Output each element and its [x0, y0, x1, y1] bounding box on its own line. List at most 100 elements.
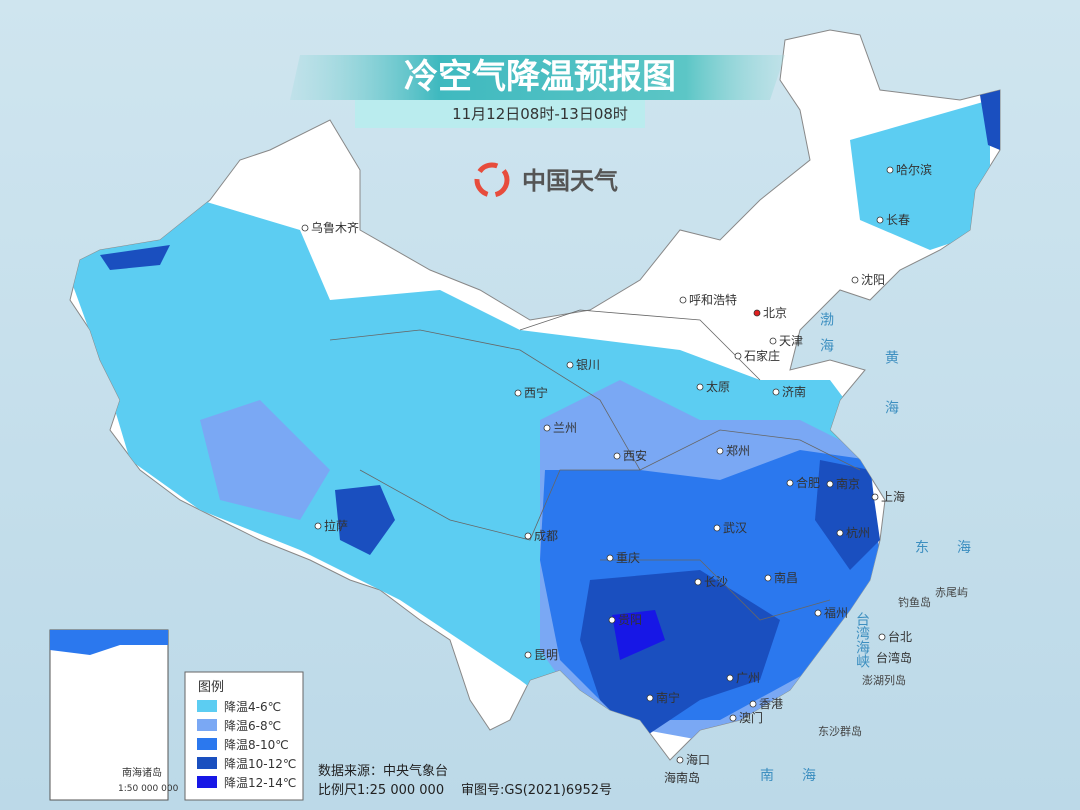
city-marker — [729, 714, 737, 722]
city-label: 北京 — [763, 306, 787, 320]
city-marker — [764, 574, 772, 582]
city-label: 成都 — [534, 529, 558, 543]
city-marker — [726, 674, 734, 682]
city-marker — [613, 452, 621, 460]
island-label: 赤尾屿 — [935, 586, 968, 599]
city-label: 杭州 — [846, 525, 870, 540]
city-marker — [749, 700, 757, 708]
city-label: 长春 — [886, 213, 910, 227]
city-marker — [676, 756, 684, 764]
legend-title: 图例 — [198, 680, 224, 695]
city-marker — [716, 447, 724, 455]
legend-label: 降温10-12℃ — [224, 757, 296, 771]
inset-label: 南海诸岛 — [122, 766, 162, 779]
city-label: 郑州 — [726, 443, 750, 458]
city-marker — [772, 388, 780, 396]
city-marker — [524, 532, 532, 540]
title: 冷空气降温预报图 — [404, 57, 676, 97]
city-label: 银川 — [576, 358, 600, 372]
subtitle: 11月12日08时-13日08时 — [452, 105, 628, 123]
city-marker — [713, 524, 721, 532]
province-borders — [329, 309, 861, 621]
city-marker — [679, 296, 687, 304]
legend-label: 降温4-6℃ — [224, 700, 281, 714]
city-label: 石家庄 — [744, 348, 780, 363]
city-marker — [566, 361, 574, 369]
city-label: 贵阳 — [618, 613, 642, 627]
city-label: 拉萨 — [324, 518, 348, 533]
city-label: 重庆 — [616, 551, 640, 565]
title-banner — [290, 55, 785, 100]
subtitle-band — [355, 100, 645, 128]
legend-label: 降温6-8℃ — [224, 719, 281, 733]
city-marker — [769, 337, 777, 345]
city-marker — [826, 480, 834, 488]
sea-label: 东海 — [915, 540, 999, 556]
city-label: 呼和浩特 — [689, 292, 737, 307]
legend-label: 降温8-10℃ — [224, 738, 289, 752]
city-label: 长沙 — [704, 575, 728, 589]
legend-swatch — [197, 776, 217, 788]
city-label: 天津 — [779, 334, 803, 348]
city-label: 香港 — [759, 697, 783, 711]
brand-logo — [474, 162, 510, 198]
city-marker — [694, 578, 702, 586]
city-label: 沈阳 — [861, 272, 885, 287]
city-label: 广州 — [736, 671, 760, 685]
city-marker — [886, 166, 894, 174]
legend-items: 降温4-6℃ 降温6-8℃ 降温8-10℃ 降温10-12℃ 降温12-14℃ — [197, 700, 296, 790]
sea-label: 南海 — [760, 768, 844, 784]
city-marker — [514, 389, 522, 397]
source: 数据来源：中央气象台 — [318, 763, 448, 779]
city-label: 福州 — [824, 605, 848, 620]
island-label: 东沙群岛 — [818, 724, 862, 738]
city-marker — [878, 633, 886, 641]
city-label: 西安 — [623, 448, 647, 463]
city-marker — [851, 276, 859, 284]
city-label: 哈尔滨 — [896, 162, 932, 177]
city-label: 兰州 — [553, 421, 577, 435]
city-label: 济南 — [782, 384, 806, 399]
city-label: 南京 — [836, 476, 860, 491]
legend-swatch — [197, 700, 217, 712]
city-marker — [606, 554, 614, 562]
city-marker — [814, 609, 822, 617]
city-label: 澳门 — [739, 710, 763, 725]
city-label: 武汉 — [723, 521, 747, 535]
sea-label: 渤海 — [818, 312, 834, 364]
city-marker — [314, 522, 322, 530]
places: 渤海 黄海 东海 南海 台湾海峡 赤尾屿 钓鱼岛 台湾岛 澎湖列岛 东沙群岛 海… — [664, 312, 999, 785]
inset-map — [49, 629, 169, 801]
city-label: 昆明 — [534, 648, 558, 662]
city-label: 南宁 — [656, 690, 680, 705]
city-label: 太原 — [706, 379, 730, 394]
city-label: 海口 — [686, 752, 710, 767]
city-label: 合肥 — [796, 475, 820, 490]
legend-label: 降温12-14℃ — [224, 776, 296, 790]
city-marker — [836, 529, 844, 537]
sea-label: 黄海 — [883, 349, 899, 450]
sea-label: 台湾海峡 — [854, 612, 870, 668]
city-label: 台北 — [888, 629, 912, 644]
city-marker — [876, 216, 884, 224]
inset-region — [50, 630, 168, 655]
legend-swatch — [197, 757, 217, 769]
city-marker — [871, 493, 879, 501]
city-marker — [696, 383, 704, 391]
island-label: 海南岛 — [664, 770, 700, 785]
city-marker — [608, 616, 616, 624]
scale: 比例尺1:25 000 000 — [318, 783, 444, 798]
legend-swatch — [197, 719, 217, 731]
city-marker — [543, 424, 551, 432]
city-marker — [646, 694, 654, 702]
city-label: 西宁 — [524, 385, 548, 400]
legend-swatch — [197, 738, 217, 750]
city-marker — [301, 224, 309, 232]
city-marker — [786, 479, 794, 487]
inset-scale: 1:50 000 000 — [118, 784, 179, 794]
island-label: 澎湖列岛 — [862, 673, 906, 687]
approval: 审图号:GS(2021)6952号 — [461, 783, 612, 798]
